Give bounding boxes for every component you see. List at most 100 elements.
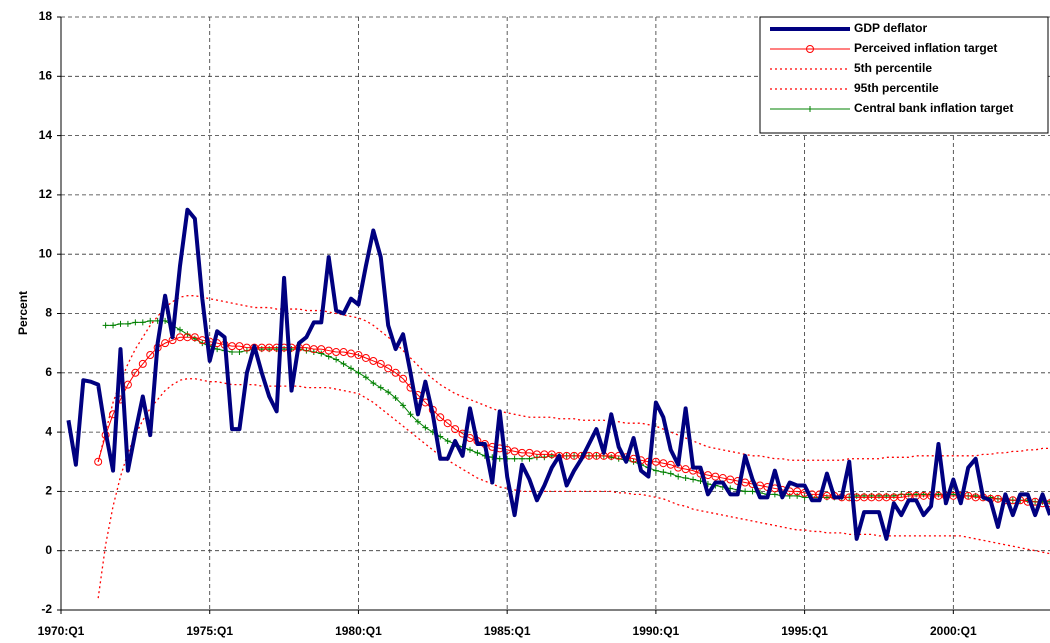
legend-label: 5th percentile bbox=[854, 61, 932, 75]
point-marker bbox=[525, 448, 534, 457]
y-tick-label: 16 bbox=[39, 68, 53, 82]
point-marker bbox=[355, 369, 362, 376]
point-marker bbox=[682, 475, 689, 482]
point-marker bbox=[681, 465, 690, 474]
point-marker bbox=[726, 475, 735, 484]
point-marker bbox=[117, 320, 124, 327]
point-marker bbox=[993, 494, 1002, 503]
y-tick-label: -2 bbox=[41, 602, 52, 616]
y-tick-label: 14 bbox=[39, 128, 53, 142]
y-tick-label: 6 bbox=[45, 365, 52, 379]
point-marker bbox=[348, 365, 355, 372]
point-marker bbox=[666, 460, 675, 469]
point-marker bbox=[139, 319, 146, 326]
legend-box bbox=[759, 16, 1049, 134]
point-marker bbox=[786, 492, 793, 499]
y-tick-label: 8 bbox=[45, 306, 52, 320]
point-marker bbox=[124, 320, 131, 327]
x-tick-label: 2000:Q1 bbox=[930, 624, 977, 638]
y-tick-label: 10 bbox=[39, 246, 53, 260]
y-tick-label: 4 bbox=[45, 424, 52, 438]
point-marker bbox=[235, 342, 244, 351]
point-marker bbox=[131, 368, 140, 377]
point-marker bbox=[392, 395, 399, 402]
y-tick-label: 2 bbox=[45, 484, 52, 498]
point-marker bbox=[547, 450, 556, 459]
point-marker bbox=[339, 348, 348, 357]
point-marker bbox=[652, 467, 659, 474]
point-marker bbox=[407, 411, 414, 418]
legend-label: 95th percentile bbox=[854, 81, 939, 95]
point-marker bbox=[376, 359, 385, 368]
point-marker bbox=[94, 457, 103, 466]
point-marker bbox=[793, 487, 802, 496]
x-tick-label: 1995:Q1 bbox=[781, 624, 828, 638]
point-marker bbox=[711, 472, 720, 481]
point-marker bbox=[474, 449, 481, 456]
point-marker bbox=[377, 384, 384, 391]
point-marker bbox=[340, 360, 347, 367]
point-marker bbox=[794, 492, 801, 499]
point-marker bbox=[749, 488, 756, 495]
y-tick-label: 18 bbox=[39, 9, 53, 23]
point-marker bbox=[391, 368, 400, 377]
point-marker bbox=[897, 493, 906, 502]
point-marker bbox=[102, 322, 109, 329]
series-markers bbox=[94, 333, 1050, 508]
x-tick-label: 1990:Q1 bbox=[633, 624, 680, 638]
point-marker bbox=[801, 494, 808, 501]
point-marker bbox=[511, 455, 518, 462]
point-marker bbox=[964, 491, 973, 500]
point-marker bbox=[400, 402, 407, 409]
point-marker bbox=[422, 424, 429, 431]
point-marker bbox=[451, 425, 460, 434]
point-marker bbox=[443, 419, 452, 428]
point-marker bbox=[176, 326, 183, 333]
point-marker bbox=[370, 380, 377, 387]
point-marker bbox=[190, 333, 199, 342]
point-marker bbox=[146, 351, 155, 360]
point-marker bbox=[667, 470, 674, 477]
point-marker bbox=[660, 469, 667, 476]
x-tick-label: 1985:Q1 bbox=[484, 624, 531, 638]
y-tick-label: 12 bbox=[39, 187, 53, 201]
x-tick-label: 1980:Q1 bbox=[335, 624, 382, 638]
point-marker bbox=[436, 413, 445, 422]
x-tick-label: 1970:Q1 bbox=[38, 624, 85, 638]
point-marker bbox=[354, 351, 363, 360]
point-marker bbox=[361, 353, 370, 362]
y-axis-label: Percent bbox=[16, 291, 30, 335]
point-marker bbox=[147, 317, 154, 324]
point-marker bbox=[651, 457, 660, 466]
point-marker bbox=[399, 374, 408, 383]
point-marker bbox=[659, 459, 668, 468]
legend-marker bbox=[806, 45, 814, 53]
point-marker bbox=[742, 488, 749, 495]
point-marker bbox=[496, 455, 503, 462]
point-marker bbox=[138, 359, 147, 368]
point-marker bbox=[510, 447, 519, 456]
x-tick-label: 1975:Q1 bbox=[186, 624, 233, 638]
point-marker bbox=[132, 319, 139, 326]
point-marker bbox=[384, 364, 393, 373]
point-marker bbox=[347, 349, 356, 358]
point-marker bbox=[161, 339, 170, 348]
point-marker bbox=[1047, 498, 1050, 505]
point-marker bbox=[317, 345, 326, 354]
legend-label: GDP deflator bbox=[854, 21, 927, 35]
point-marker bbox=[690, 476, 697, 483]
point-marker bbox=[362, 374, 369, 381]
series-line bbox=[66, 207, 1050, 541]
point-marker bbox=[333, 356, 340, 363]
legend-label: Central bank inflation target bbox=[854, 101, 1013, 115]
point-marker bbox=[324, 346, 333, 355]
point-marker bbox=[675, 473, 682, 480]
point-marker bbox=[466, 446, 473, 453]
series-line bbox=[97, 295, 1050, 462]
point-marker bbox=[318, 350, 325, 357]
point-marker bbox=[385, 389, 392, 396]
point-marker bbox=[369, 356, 378, 365]
legend-marker bbox=[807, 106, 813, 112]
point-marker bbox=[444, 437, 451, 444]
